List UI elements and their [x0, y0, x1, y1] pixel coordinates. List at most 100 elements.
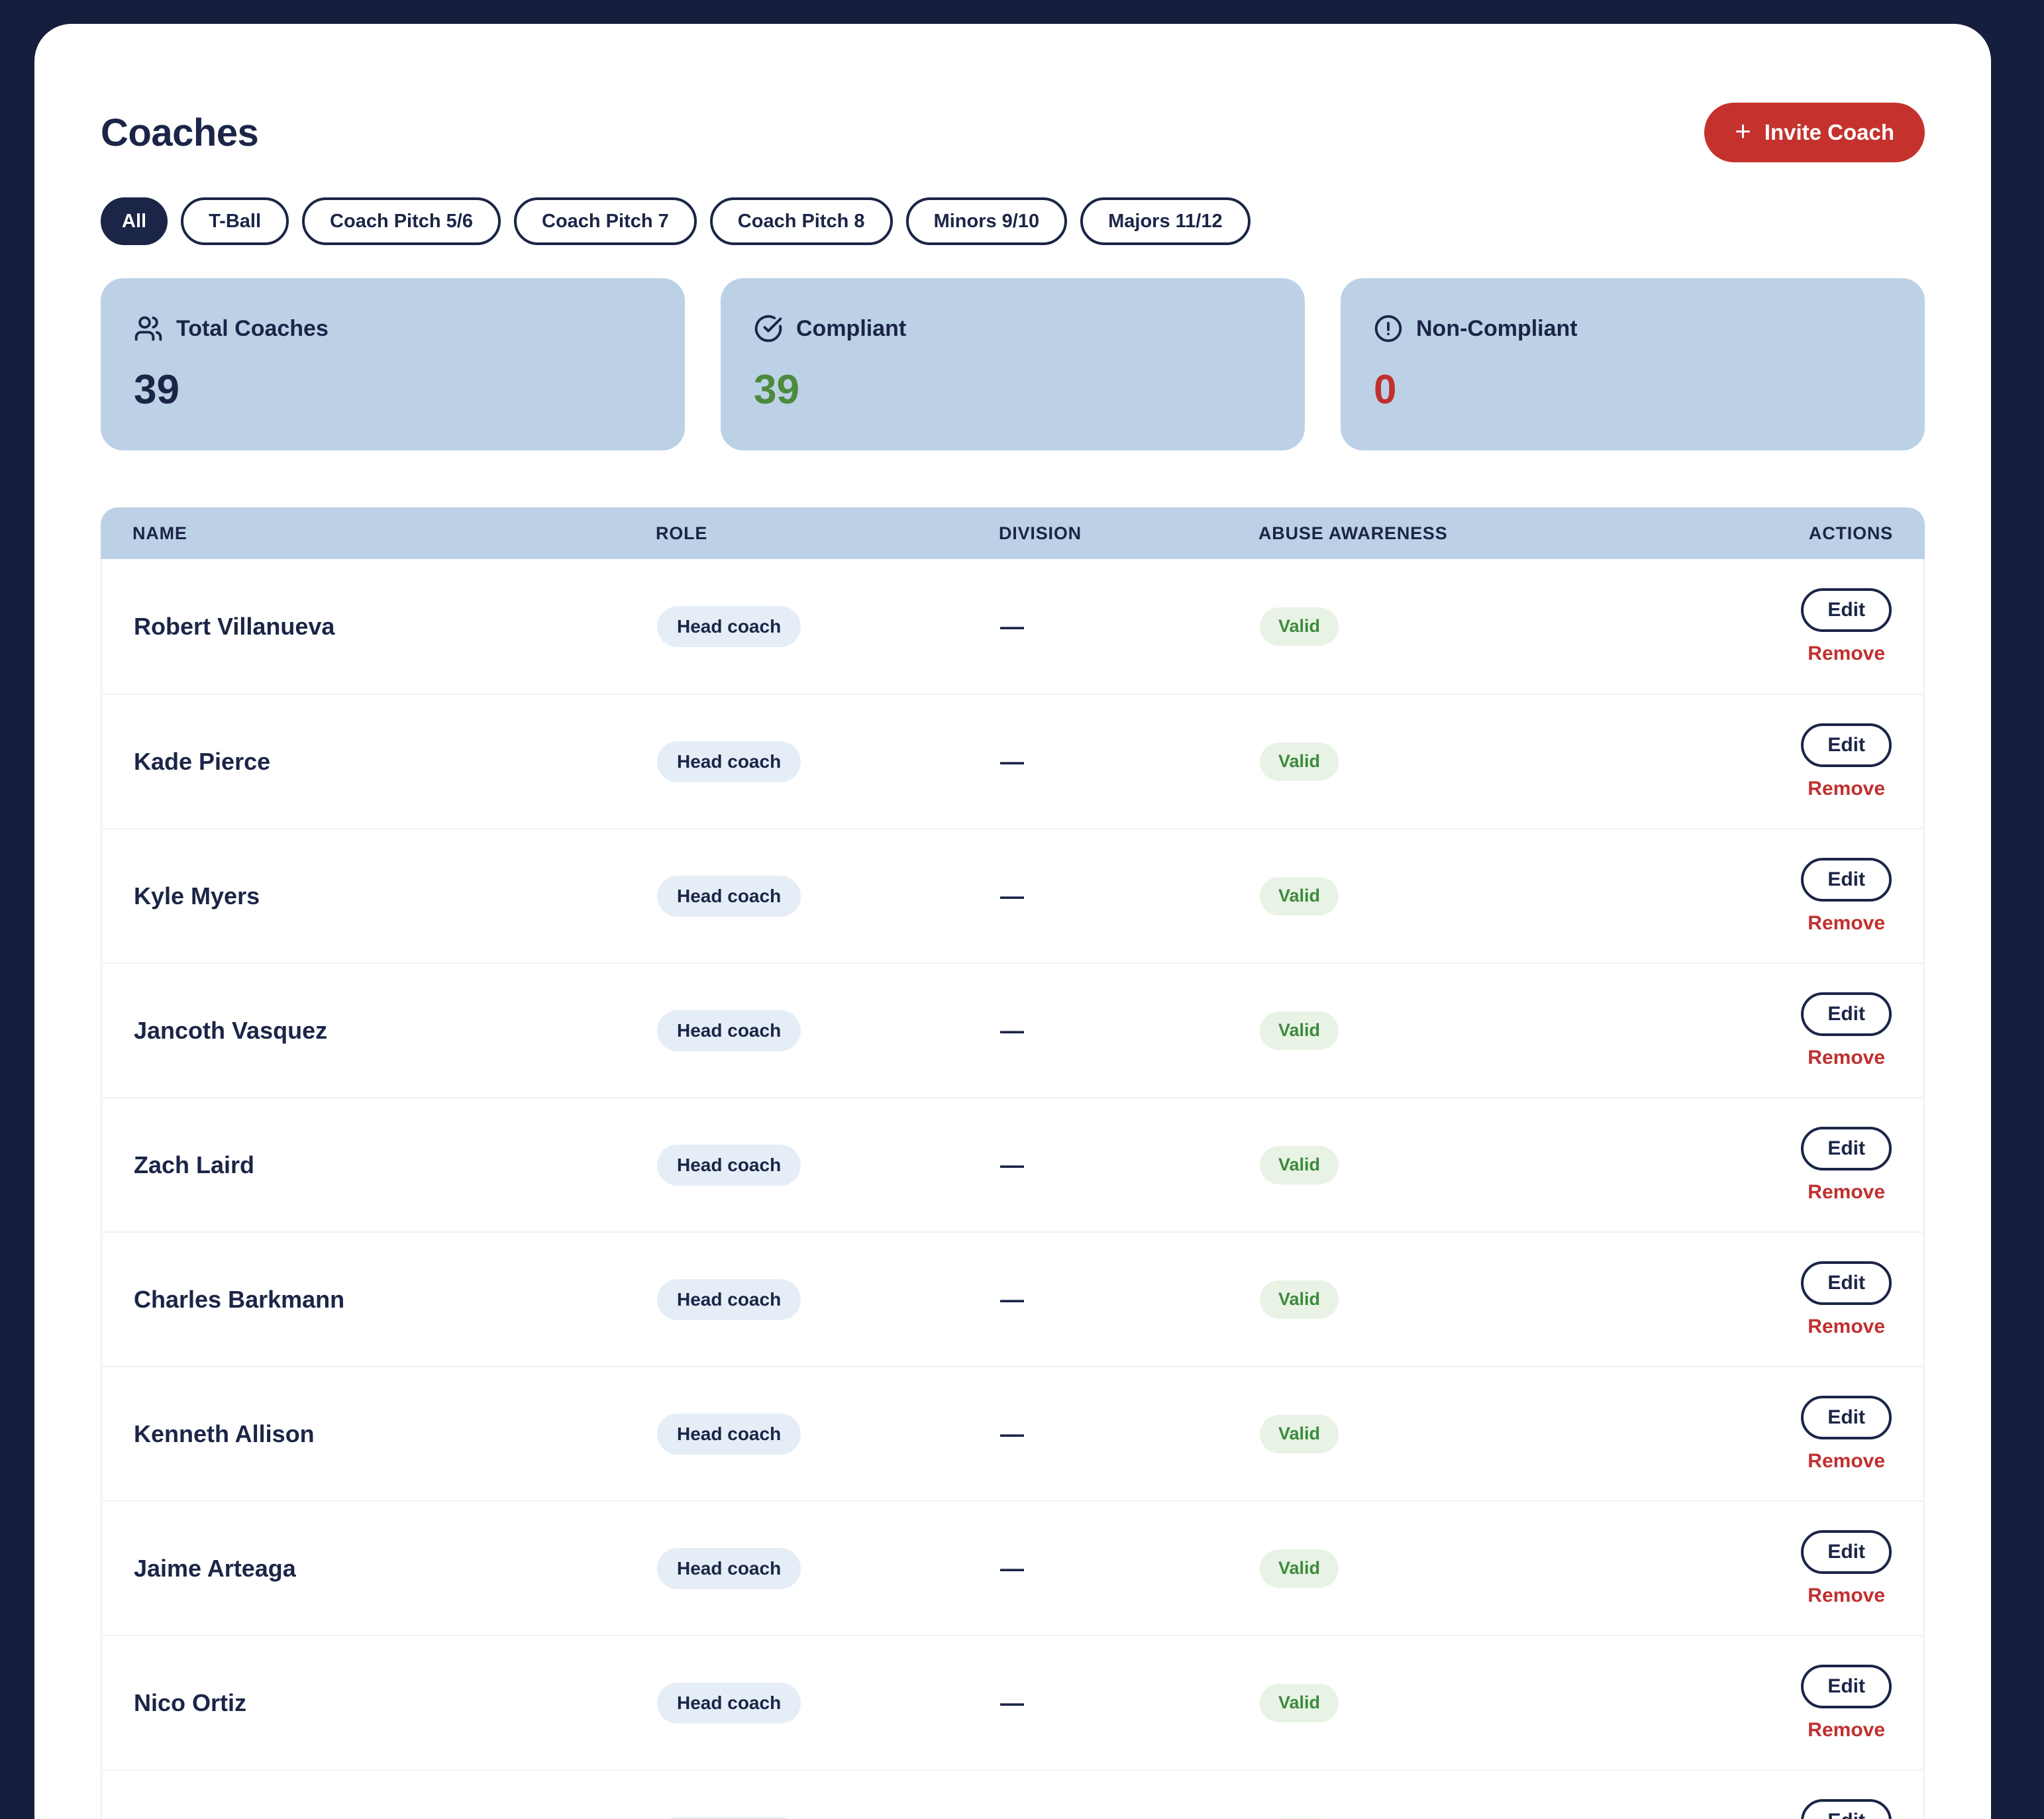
coach-name: Zach Laird — [134, 1151, 255, 1178]
abuse-awareness-badge: Valid — [1260, 1145, 1339, 1184]
role-badge: Head coach — [657, 1413, 801, 1455]
column-header-name: NAME — [132, 523, 187, 543]
abuse-awareness-badge: Valid — [1260, 1818, 1339, 1819]
invite-coach-label: Invite Coach — [1764, 120, 1894, 144]
division-filter-chips: All T-Ball Coach Pitch 5/6 Coach Pitch 7… — [101, 197, 1925, 245]
table-row: Nico Ortiz Head coach — Valid Edit Remov… — [102, 1635, 1923, 1769]
edit-button[interactable]: Edit — [1801, 1395, 1892, 1439]
filter-chip-coach-pitch-7[interactable]: Coach Pitch 7 — [514, 197, 697, 245]
edit-button[interactable]: Edit — [1801, 723, 1892, 767]
stat-label-compliant: Compliant — [796, 315, 907, 341]
abuse-awareness-badge: Valid — [1260, 876, 1339, 915]
filter-chip-all[interactable]: All — [101, 197, 168, 245]
role-badge: Head coach — [657, 1144, 801, 1186]
check-circle-icon — [754, 314, 783, 343]
filter-chip-t-ball[interactable]: T-Ball — [181, 197, 289, 245]
remove-link[interactable]: Remove — [1808, 1315, 1886, 1337]
table-row: Kenneth Allison Head coach — Valid Edit … — [102, 1366, 1923, 1500]
division-value: — — [1000, 1151, 1024, 1178]
division-value: — — [1000, 882, 1024, 909]
role-badge: Head coach — [657, 1010, 801, 1051]
division-value: — — [1000, 1285, 1024, 1313]
role-badge: Head coach — [657, 741, 801, 782]
division-value: — — [1000, 747, 1024, 775]
coach-name: Nico Ortiz — [134, 1689, 247, 1716]
role-badge: Head coach — [657, 605, 801, 647]
role-badge: Head coach — [657, 1816, 801, 1819]
table-row: Kade Pierce Head coach — Valid Edit Remo… — [102, 694, 1923, 828]
table-header: NAME ROLE DIVISION ABUSE AWARENESS ACTIO… — [101, 507, 1925, 559]
division-value: — — [1000, 1420, 1024, 1447]
edit-button[interactable]: Edit — [1801, 857, 1892, 902]
coach-name: Kyle Myers — [134, 882, 260, 909]
abuse-awareness-badge: Valid — [1260, 1011, 1339, 1050]
edit-button[interactable]: Edit — [1801, 1126, 1892, 1170]
table-row: Kyle Myers Head coach — Valid Edit Remov… — [102, 828, 1923, 962]
stat-label-non-compliant: Non-Compliant — [1416, 315, 1578, 341]
table-row: Noah Schreiber Head coach — Valid Edit R… — [102, 1769, 1923, 1819]
table-row: Zach Laird Head coach — Valid Edit Remov… — [102, 1097, 1923, 1231]
remove-link[interactable]: Remove — [1808, 1449, 1886, 1472]
remove-link[interactable]: Remove — [1808, 911, 1886, 934]
stat-card-compliant: Compliant 39 — [721, 278, 1305, 450]
coaches-panel: Coaches + Invite Coach All T-Ball Coach … — [34, 24, 1991, 1819]
edit-button[interactable]: Edit — [1801, 1664, 1892, 1708]
abuse-awareness-badge: Valid — [1260, 1414, 1339, 1453]
edit-button[interactable]: Edit — [1801, 992, 1892, 1036]
filter-chip-coach-pitch-8[interactable]: Coach Pitch 8 — [709, 197, 893, 245]
filter-chip-minors-9-10[interactable]: Minors 9/10 — [905, 197, 1068, 245]
filter-chip-coach-pitch-5-6[interactable]: Coach Pitch 5/6 — [302, 197, 501, 245]
table-row: Charles Barkmann Head coach — Valid Edit… — [102, 1231, 1923, 1366]
alert-circle-icon — [1374, 314, 1403, 343]
remove-link[interactable]: Remove — [1808, 1180, 1886, 1203]
stat-card-non-compliant: Non-Compliant 0 — [1341, 278, 1925, 450]
column-header-abuse-awareness: ABUSE AWARENESS — [1258, 523, 1448, 543]
edit-button[interactable]: Edit — [1801, 1261, 1892, 1305]
column-header-actions: ACTIONS — [1808, 523, 1893, 543]
filter-chip-majors-11-12[interactable]: Majors 11/12 — [1080, 197, 1251, 245]
division-value: — — [1000, 1554, 1024, 1582]
table-row: Robert Villanueva Head coach — Valid Edi… — [102, 559, 1923, 694]
column-header-division: DIVISION — [999, 523, 1082, 543]
stat-value-compliant: 39 — [754, 367, 799, 413]
invite-coach-button[interactable]: + Invite Coach — [1704, 103, 1925, 162]
coach-name: Jaime Arteaga — [134, 1554, 296, 1582]
remove-link[interactable]: Remove — [1808, 1046, 1886, 1068]
abuse-awareness-badge: Valid — [1260, 1549, 1339, 1588]
edit-button[interactable]: Edit — [1801, 1530, 1892, 1574]
column-header-role: ROLE — [656, 523, 708, 543]
plus-icon: + — [1735, 115, 1751, 146]
stat-label-total-coaches: Total Coaches — [176, 315, 329, 341]
abuse-awareness-badge: Valid — [1260, 607, 1339, 646]
edit-button[interactable]: Edit — [1801, 1798, 1892, 1819]
topbar: Coaches + Invite Coach — [101, 102, 1925, 163]
table-row: Jaime Arteaga Head coach — Valid Edit Re… — [102, 1500, 1923, 1635]
users-icon — [134, 314, 163, 343]
role-badge: Head coach — [657, 1682, 801, 1724]
page-title: Coaches — [101, 111, 259, 154]
coaches-table: NAME ROLE DIVISION ABUSE AWARENESS ACTIO… — [101, 507, 1925, 1819]
stat-value-non-compliant: 0 — [1374, 367, 1397, 413]
abuse-awareness-badge: Valid — [1260, 1280, 1339, 1319]
abuse-awareness-badge: Valid — [1260, 742, 1339, 781]
division-value: — — [1000, 1016, 1024, 1044]
remove-link[interactable]: Remove — [1808, 642, 1886, 664]
table-body: Robert Villanueva Head coach — Valid Edi… — [101, 559, 1925, 1819]
coach-name: Kade Pierce — [134, 747, 271, 775]
division-value: — — [1000, 612, 1024, 640]
remove-link[interactable]: Remove — [1808, 777, 1886, 800]
role-badge: Head coach — [657, 875, 801, 917]
coach-name: Jancoth Vasquez — [134, 1016, 328, 1044]
edit-button[interactable]: Edit — [1801, 588, 1892, 632]
table-row: Jancoth Vasquez Head coach — Valid Edit … — [102, 962, 1923, 1097]
remove-link[interactable]: Remove — [1808, 1584, 1886, 1606]
stat-card-total-coaches: Total Coaches 39 — [101, 278, 685, 450]
coach-name: Robert Villanueva — [134, 612, 335, 640]
coach-name: Kenneth Allison — [134, 1420, 315, 1447]
stat-value-total-coaches: 39 — [134, 367, 179, 413]
stats-row: Total Coaches 39 Compliant 39 Non-Compli… — [101, 278, 1925, 450]
division-value: — — [1000, 1689, 1024, 1716]
role-badge: Head coach — [657, 1278, 801, 1320]
role-badge: Head coach — [657, 1547, 801, 1589]
remove-link[interactable]: Remove — [1808, 1718, 1886, 1741]
